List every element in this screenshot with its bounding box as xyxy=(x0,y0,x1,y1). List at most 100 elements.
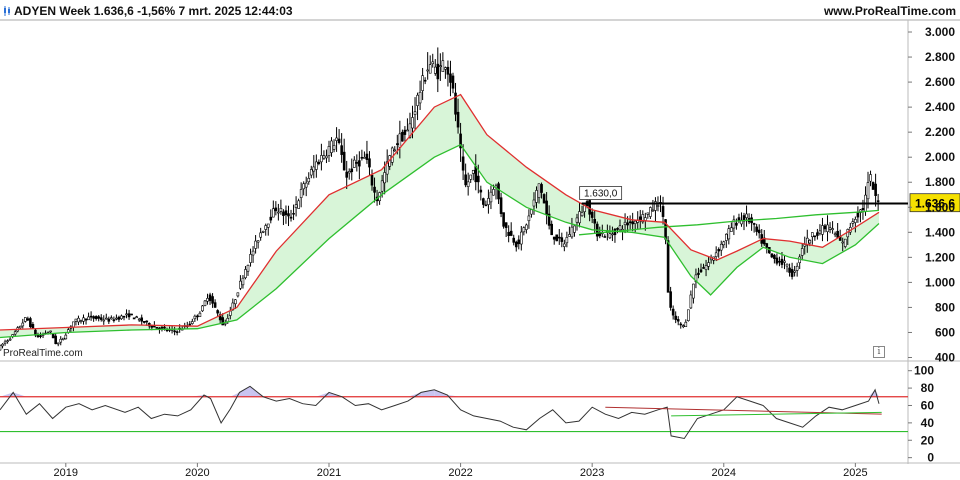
candle-body xyxy=(800,248,804,256)
rsi-overbought-fill xyxy=(13,392,27,397)
candle-body xyxy=(175,331,179,333)
candle-body xyxy=(77,317,80,323)
candle-body xyxy=(340,145,343,155)
candle-body xyxy=(411,117,414,129)
candle-body xyxy=(687,309,690,322)
price-y-tick-label: 2.600 xyxy=(925,75,955,89)
candle-body xyxy=(385,161,389,175)
candle-body xyxy=(246,264,250,272)
candle-body xyxy=(320,155,323,163)
candle-body xyxy=(598,231,602,237)
rsi-y-tick-label: 40 xyxy=(921,416,935,430)
x-tick-label: 2025 xyxy=(843,467,867,479)
price-y-tick-label: 1.800 xyxy=(925,175,955,189)
candle-body xyxy=(150,325,154,328)
candle-body xyxy=(492,189,495,196)
candle-body xyxy=(611,233,614,236)
candle-body xyxy=(649,207,652,217)
candle-body xyxy=(811,232,814,238)
candle-body xyxy=(547,213,551,226)
candle-body xyxy=(780,258,784,265)
candle-body xyxy=(805,237,809,246)
candle-body xyxy=(456,111,460,128)
candle-body xyxy=(489,191,493,203)
candle-body xyxy=(421,75,424,91)
candle-body xyxy=(793,270,796,273)
candle-body xyxy=(122,315,126,318)
candle-body xyxy=(816,232,819,236)
candle-body xyxy=(861,208,865,211)
candle-body xyxy=(679,323,683,326)
candle-body xyxy=(137,318,141,321)
candle-body xyxy=(228,310,232,316)
candle-body xyxy=(433,66,437,74)
candle-body xyxy=(563,243,566,247)
candle-body xyxy=(476,175,480,183)
candle-body xyxy=(676,319,680,322)
candle-body xyxy=(722,241,726,246)
rsi-overbought-fill xyxy=(239,386,251,397)
candle-body xyxy=(851,221,855,224)
candle-body xyxy=(509,230,513,236)
candle-body xyxy=(826,224,829,232)
candle-body xyxy=(821,225,824,235)
candle-body xyxy=(423,79,427,82)
candle-body xyxy=(823,225,827,230)
chart-title: ADYEN Week 1.636,6 -1,56% 7 mrt. 2025 12… xyxy=(14,4,293,18)
candle-body xyxy=(309,169,313,176)
candle-body xyxy=(406,129,409,132)
candle-body xyxy=(92,316,95,319)
candle-body xyxy=(0,345,2,351)
price-y-tick-label: 2.200 xyxy=(925,125,955,139)
candle-body xyxy=(236,292,240,297)
candle-body xyxy=(327,146,331,156)
candle-body xyxy=(426,69,429,72)
candle-body xyxy=(61,337,65,340)
candle-body xyxy=(216,310,219,314)
candle-body xyxy=(279,208,283,212)
price-y-tick-label: 1.000 xyxy=(925,275,955,289)
candle-body xyxy=(641,214,645,223)
price-y-tick-label: 2.000 xyxy=(925,150,955,164)
info-icon[interactable]: i xyxy=(873,346,885,358)
candle-body xyxy=(651,209,655,212)
candle-body xyxy=(312,166,316,172)
resistance-label: 1.630,0 xyxy=(584,189,618,200)
candle-body xyxy=(717,249,721,252)
bullish-cloud xyxy=(0,94,879,338)
candle-body xyxy=(368,158,371,168)
candle-body xyxy=(674,315,677,320)
candle-body xyxy=(866,182,870,200)
candle-body xyxy=(363,157,366,159)
candle-body xyxy=(702,267,705,269)
candle-body xyxy=(274,207,278,212)
price-y-tick-label: 1.200 xyxy=(925,250,955,264)
candle-body xyxy=(330,140,333,153)
candle-body xyxy=(436,63,440,80)
candle-body xyxy=(287,213,290,217)
candle-body xyxy=(689,294,693,309)
price-y-tick-label: 3.000 xyxy=(925,25,955,39)
candle-body xyxy=(213,302,217,308)
candle-body xyxy=(681,325,685,327)
candle-body xyxy=(871,182,875,190)
candle-body xyxy=(714,252,718,257)
candle-body xyxy=(507,231,510,237)
candle-body xyxy=(302,183,305,190)
candle-body xyxy=(393,149,397,152)
candle-body xyxy=(482,198,485,205)
candle-body xyxy=(732,219,736,229)
candle-body xyxy=(555,234,559,242)
source-link[interactable]: www.ProRealTime.com xyxy=(823,4,956,18)
candle-body xyxy=(570,226,574,238)
candle-body xyxy=(84,318,88,321)
candle-body xyxy=(783,260,786,263)
candle-body xyxy=(201,305,204,312)
candle-body xyxy=(127,313,131,318)
candle-body xyxy=(373,186,376,193)
candle-body xyxy=(593,218,597,224)
candle-body xyxy=(196,315,199,318)
candle-body xyxy=(487,198,490,205)
candle-body xyxy=(18,325,22,329)
rsi-overbought-fill xyxy=(868,389,876,397)
